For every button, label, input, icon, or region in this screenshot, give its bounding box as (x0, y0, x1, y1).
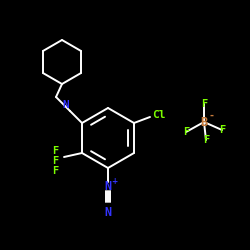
Text: N: N (104, 206, 112, 219)
Text: B: B (200, 116, 207, 128)
Text: F: F (52, 156, 58, 166)
Text: -: - (209, 111, 213, 121)
Text: +: + (111, 176, 117, 186)
Text: F: F (203, 135, 209, 145)
Text: F: F (201, 99, 207, 109)
Text: F: F (219, 125, 225, 135)
Text: F: F (52, 166, 58, 176)
Text: N: N (104, 180, 112, 192)
Text: F: F (183, 127, 189, 137)
Text: N: N (62, 100, 69, 110)
Text: Cl: Cl (152, 110, 166, 120)
Text: F: F (52, 146, 58, 156)
